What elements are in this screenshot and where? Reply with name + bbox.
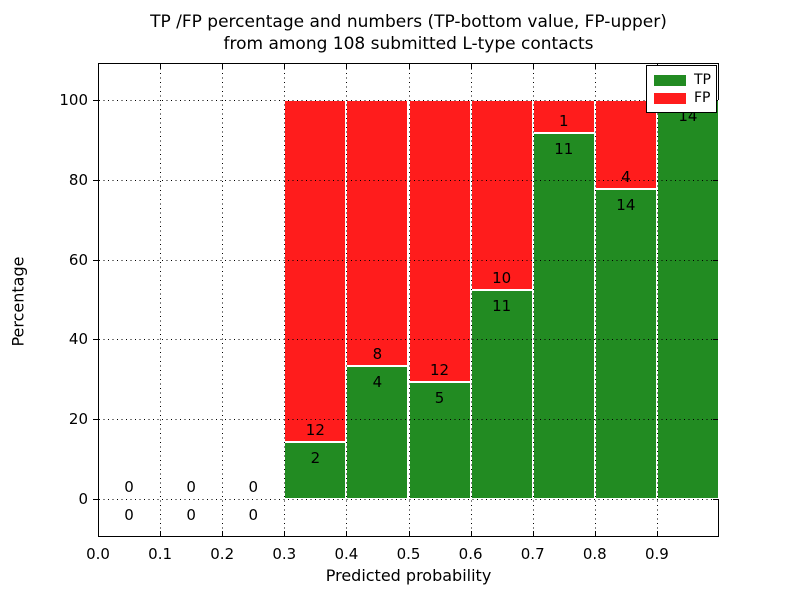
legend-swatch-tp-icon (654, 74, 686, 86)
bar-tp-count-label: 0 (248, 506, 259, 524)
x-tick-top (346, 64, 348, 69)
y-tick-label: 0 (78, 490, 88, 508)
x-tick-top (470, 64, 472, 69)
bar-fp-count-label: 0 (248, 478, 259, 496)
gridline-vertical (222, 64, 224, 536)
legend: TP FP (646, 65, 717, 113)
gridline-vertical (532, 64, 534, 536)
bar-fp-count-label: 4 (621, 167, 631, 186)
bar-tp-count-label: 14 (616, 195, 636, 214)
bar-tp-segment (656, 100, 719, 499)
y-axis-label: Percentage (8, 256, 28, 347)
y-tick-label: 20 (68, 410, 88, 429)
y-tick-label: 60 (68, 250, 88, 269)
gridline-vertical (346, 64, 348, 536)
y-tick-right (713, 179, 718, 181)
x-tick-top (594, 64, 596, 69)
x-tick-top (98, 64, 99, 69)
x-tick-bottom (98, 531, 99, 536)
x-tick-bottom (408, 531, 410, 536)
x-tick-top (160, 64, 162, 69)
x-tick-label: 0.6 (458, 545, 483, 563)
bar-tp-count-label: 4 (372, 373, 383, 391)
legend-item-tp: TP (654, 71, 716, 89)
y-tick-label: 40 (68, 330, 88, 349)
y-tick-left (93, 499, 98, 500)
x-tick-top (532, 64, 534, 69)
bar-fp-count-label: 0 (186, 478, 196, 496)
gridline-vertical (160, 64, 162, 536)
bar-fp-segment (284, 100, 347, 442)
x-tick-bottom (160, 531, 162, 536)
bar-fp-count-label: 8 (372, 345, 383, 363)
bar-tp-count-label: 0 (186, 506, 196, 524)
y-tick-left (93, 100, 98, 101)
x-tick-label: 0.7 (520, 545, 545, 563)
bar-tp-count-label: 5 (434, 388, 445, 407)
y-tick-right (713, 419, 718, 421)
page-title-line1: TP /FP percentage and numbers (TP-bottom… (150, 12, 667, 32)
legend-label-fp: FP (694, 90, 711, 106)
x-tick-label: 0.2 (210, 545, 235, 563)
bar-tp-count-label: 2 (310, 449, 321, 467)
x-tick-bottom (656, 531, 658, 536)
gridline-vertical (470, 64, 472, 536)
y-tick-right (713, 339, 718, 341)
gridline-vertical (408, 64, 410, 536)
gridline-vertical (284, 64, 286, 536)
y-tick-left (93, 259, 98, 261)
x-tick-bottom (594, 531, 596, 536)
bar-tp-segment (408, 381, 471, 499)
page-title-line2: from among 108 submitted L-type contacts (223, 34, 594, 54)
x-tick-label: 0.3 (272, 545, 297, 563)
legend-label-tp: TP (694, 72, 711, 88)
x-tick-label: 0.8 (582, 545, 607, 563)
bar-fp-segment (346, 100, 409, 366)
bar-fp-count-label: 12 (305, 421, 325, 439)
x-tick-bottom (470, 531, 472, 536)
bar-tp-count-label: 11 (492, 297, 512, 315)
x-axis-label: Predicted probability (325, 566, 492, 585)
bar-tp-count-label: 11 (554, 140, 574, 159)
bar-fp-count-label: 10 (492, 269, 512, 287)
x-tick-bottom (346, 531, 348, 536)
y-tick-left (93, 339, 98, 341)
legend-swatch-fp-icon (654, 92, 686, 104)
x-tick-bottom (222, 531, 224, 536)
bar-fp-segment (470, 100, 533, 290)
y-tick-right (713, 259, 718, 261)
x-tick-label: 0.0 (86, 545, 110, 563)
y-tick-label: 80 (68, 170, 88, 189)
x-tick-top (408, 64, 410, 69)
x-tick-bottom (532, 531, 534, 536)
bar-fp-count-label: 12 (430, 360, 450, 379)
y-tick-label: 100 (59, 91, 88, 109)
bar-tp-count-label: 0 (124, 506, 134, 524)
gridline-vertical (594, 64, 596, 536)
bar-fp-count-label: 0 (124, 478, 134, 496)
bar-fp-count-label: 1 (558, 112, 569, 131)
x-tick-bottom (284, 531, 286, 536)
x-tick-label: 0.9 (644, 545, 669, 563)
y-tick-right (713, 499, 718, 500)
y-tick-left (93, 419, 98, 421)
x-tick-top (222, 64, 224, 69)
bar-tp-segment (532, 133, 595, 499)
x-tick-label: 0.4 (334, 545, 359, 563)
x-tick-label: 0.1 (148, 545, 173, 563)
gridline-vertical (656, 64, 658, 536)
bar-tp-segment (284, 442, 347, 499)
bar-tp-segment (594, 188, 657, 499)
legend-item-fp: FP (654, 89, 716, 107)
bar-tp-segment (470, 290, 533, 499)
x-tick-top (284, 64, 286, 69)
y-tick-left (93, 179, 98, 181)
x-tick-label: 0.5 (396, 545, 421, 563)
